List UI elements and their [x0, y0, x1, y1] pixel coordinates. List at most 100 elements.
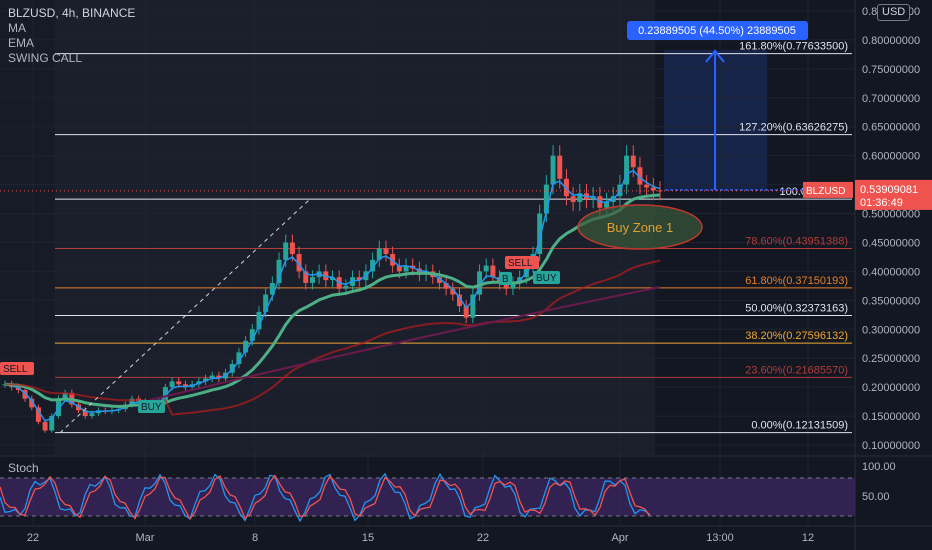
indicator-lines: [4, 169, 661, 422]
candle-body: [470, 294, 476, 318]
price-tick: 0.40000000: [862, 266, 920, 278]
candle-body: [283, 242, 289, 260]
price-tick: 0.10000000: [862, 440, 920, 452]
candle-body: [557, 155, 563, 179]
chart-legend: BLZUSD, 4h, BINANCE MA EMA SWING CALL: [8, 6, 135, 66]
time-tick: 13:00: [706, 532, 734, 544]
candle-body: [503, 282, 509, 289]
fib-label: 78.60%(0.43951388): [745, 236, 848, 248]
candle-body: [55, 398, 61, 417]
session-shade-left: [0, 0, 55, 455]
time-tick: 22: [477, 532, 489, 544]
candle-body: [256, 311, 262, 330]
stoch-pane: 100.00 50.00: [0, 455, 932, 523]
time-tick: 15: [362, 532, 374, 544]
candle-body: [537, 213, 543, 255]
indicator-ema[interactable]: EMA: [8, 36, 35, 50]
measure-tooltip-bg: [627, 21, 808, 40]
price-tag-bg: [855, 179, 932, 210]
candle-body: [330, 277, 335, 281]
candle-body: [169, 381, 175, 388]
annotations: Buy Zone 1 0.23889505 (44.50%) 23889505 SE…: [0, 21, 855, 434]
price-tick: 0.70000000: [862, 93, 920, 105]
price-tick: 0.80000000: [862, 35, 920, 47]
symbol-title[interactable]: BLZUSD, 4h, BINANCE: [8, 6, 136, 20]
fib-label: 23.60%(0.21685570): [745, 364, 848, 376]
time-tick: 8: [252, 532, 258, 544]
time-tick: 12: [802, 532, 814, 544]
buy-signal-mid-bg: [533, 271, 560, 284]
time-axis[interactable]: 22 Mar 8 15 22 Apr 13:00 12: [0, 525, 932, 544]
candle-body: [62, 392, 68, 399]
fib-levels: 161.80%(0.77633500)127.20%(0.63626275)10…: [55, 41, 852, 434]
session-shade: [55, 0, 655, 455]
candle-body: [216, 375, 222, 379]
candle-body: [296, 254, 302, 272]
candle-body: [570, 196, 576, 202]
fib-label: 0.00%(0.12131509): [751, 420, 848, 432]
candle-body: [403, 265, 409, 272]
candle-body: [563, 178, 569, 197]
time-tick: 22: [27, 532, 39, 544]
ma-red-line: [4, 259, 661, 416]
candle-body: [490, 265, 496, 278]
candle-body: [370, 259, 376, 272]
price-tick: 0.65000000: [862, 122, 920, 134]
price-tick: 0.35000000: [862, 295, 920, 307]
trend-line: [59, 198, 311, 434]
buy-signal-short-bg: [499, 272, 512, 285]
candle-body: [630, 155, 636, 168]
candle-body: [203, 378, 209, 382]
stoch-k-line: [0, 472, 651, 523]
candle-body: [276, 259, 282, 283]
price-tick: 0.20000000: [862, 382, 920, 394]
candle-body: [236, 352, 242, 364]
candle-body: [289, 242, 295, 255]
stoch-label: Stoch: [8, 461, 39, 475]
price-tick: 0.25000000: [862, 353, 920, 365]
candle-body: [89, 413, 95, 417]
price-tick: 0.30000000: [862, 324, 920, 336]
indicator-ma[interactable]: MA: [8, 21, 26, 35]
price-tick: 0.45000000: [862, 237, 920, 249]
currency-button[interactable]: USD: [877, 4, 911, 21]
candle-body: [577, 193, 583, 202]
price-axis[interactable]: 0.850000000.800000000.750000000.70000000…: [803, 0, 932, 550]
fib-label: 50.00%(0.32373163): [745, 303, 848, 315]
candle-body: [396, 265, 402, 272]
candle-body: [356, 277, 362, 281]
symbol-tag: BLZUSD: [806, 186, 845, 197]
countdown-tag: 01:36:49: [860, 197, 903, 209]
candle-body: [35, 407, 41, 422]
sell-signal-left: SELL: [3, 364, 28, 375]
candle-body: [343, 285, 349, 289]
candle-body: [456, 294, 462, 307]
candle-body: [390, 254, 396, 266]
buy-zone-ellipse: [577, 204, 703, 250]
candle-body: [463, 306, 469, 318]
candle-body: [650, 187, 656, 191]
candle-body: [176, 381, 182, 385]
candle-body: [637, 167, 643, 185]
buy-zone-label: Buy Zone 1: [607, 220, 674, 235]
buy-signal-short: B: [502, 274, 509, 285]
candle-body: [82, 410, 88, 417]
candle-body: [129, 398, 135, 405]
stoch-tick: 100.00: [862, 461, 896, 473]
candle-body: [323, 271, 329, 281]
indicator-swing-call[interactable]: SWING CALL: [8, 51, 83, 65]
candle-body: [604, 201, 610, 208]
stoch-band: [0, 478, 855, 516]
measure-tooltip: 0.23889505 (44.50%) 23889505: [638, 25, 796, 37]
candle-body: [42, 421, 48, 431]
candle-body: [523, 265, 529, 278]
candle-body: [383, 248, 389, 255]
candle-body: [263, 294, 269, 312]
sell-signal-mid: SELL: [508, 258, 533, 269]
symbol-tag-bg: [803, 181, 853, 198]
buy-signal-left-bg: [138, 400, 165, 413]
candle-body: [209, 375, 215, 379]
ema-fast-line: [4, 169, 661, 422]
time-tick: Apr: [611, 532, 628, 544]
